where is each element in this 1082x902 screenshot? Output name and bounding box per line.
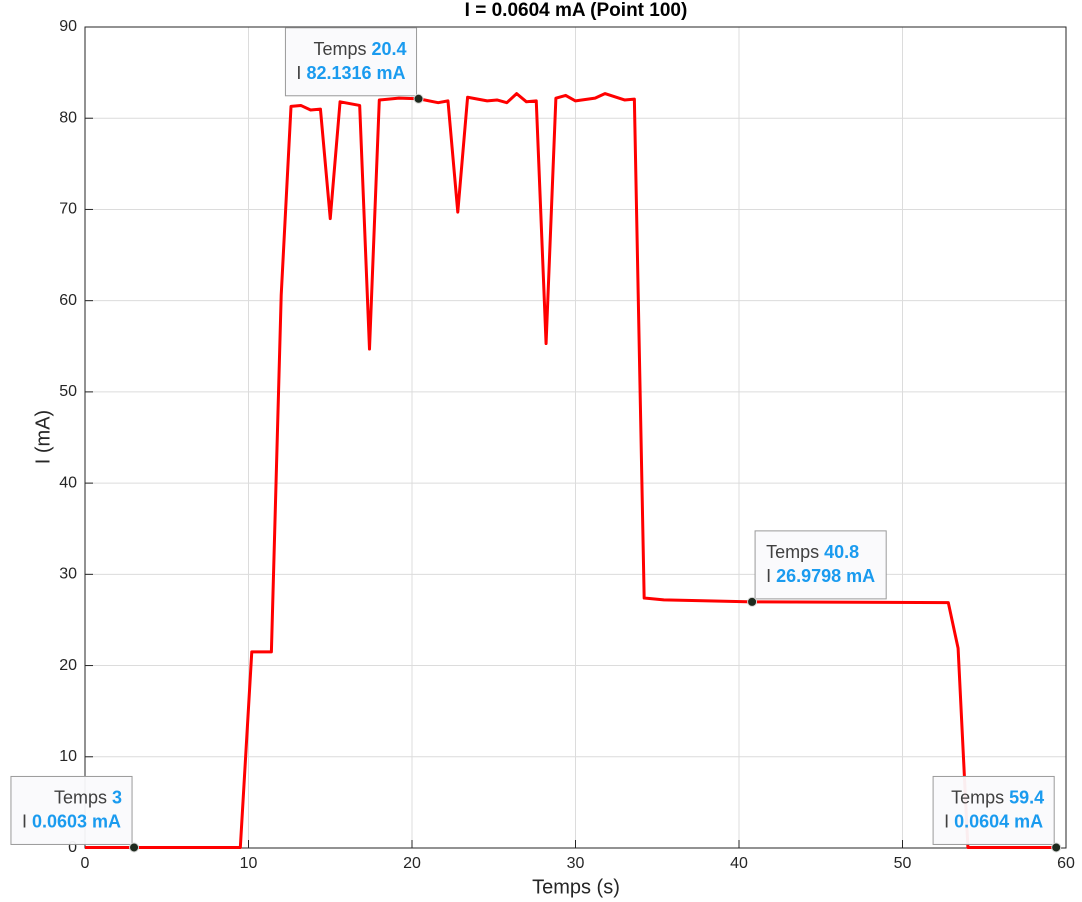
x-tick-label: 30 — [567, 855, 585, 872]
datatip-x-name: Temps — [54, 787, 107, 807]
datatip-y-value: 82.1316 mA — [306, 63, 405, 83]
x-tick-label: 60 — [1057, 855, 1075, 872]
x-tick-label: 50 — [894, 855, 912, 872]
datatip-y-value: 0.0604 mA — [954, 811, 1043, 831]
y-tick-label: 50 — [59, 383, 77, 400]
datatip-box — [932, 775, 1055, 845]
datatip-x-value: 20.4 — [371, 39, 406, 59]
datatip: Temps 3 I 0.0603 mA — [10, 775, 133, 845]
y-tick-label: 30 — [59, 566, 77, 583]
datatip-box — [284, 27, 418, 97]
x-axis-label: Temps (s) — [532, 876, 620, 898]
datatip-box — [10, 775, 133, 845]
datatip: Temps 59.4I 0.0604 mA — [932, 775, 1055, 845]
datatip-x: Temps 40.8 — [766, 542, 859, 562]
datatip-y-name: I — [296, 63, 301, 83]
x-tick-label: 40 — [730, 855, 748, 872]
datatip-x-value: 59.4 — [1009, 787, 1044, 807]
datatip-y-name: I — [22, 811, 27, 831]
data-line — [85, 92, 1057, 849]
datatip-y: I 0.0604 mA — [944, 811, 1043, 831]
datatip-y-name: I — [766, 566, 771, 586]
datatip-x: Temps 59.4 — [951, 787, 1044, 807]
datatip-x-name: Temps — [766, 542, 819, 562]
datatip-y-name: I — [944, 811, 949, 831]
datatip-x: Temps 3 — [54, 787, 122, 807]
datatip-y-value: 26.9798 mA — [776, 566, 875, 586]
datatip-marker — [747, 596, 758, 607]
datatip-x-value: 40.8 — [824, 542, 859, 562]
y-tick-label: 60 — [59, 292, 77, 309]
y-tick-label: 10 — [59, 748, 77, 765]
datatip-x-name: Temps — [313, 39, 366, 59]
datatip-y-value: 0.0603 mA — [32, 811, 121, 831]
datatip-x-name: Temps — [951, 787, 1004, 807]
y-tick-label: 80 — [59, 109, 77, 126]
datatip-y: I 0.0603 mA — [22, 811, 121, 831]
datatip-y: I 26.9798 mA — [766, 566, 875, 586]
datatip-marker — [1051, 842, 1062, 853]
datatip: Temps 40.8 I 26.9798 mA — [754, 530, 887, 600]
datatip-marker — [413, 93, 424, 104]
x-tick-label: 0 — [81, 855, 90, 872]
y-tick-label: 20 — [59, 657, 77, 674]
y-tick-label: 90 — [59, 18, 77, 35]
x-tick-label: 20 — [403, 855, 421, 872]
y-tick-label: 70 — [59, 201, 77, 218]
y-axis-label: I (mA) — [32, 410, 54, 464]
datatip-y: I 82.1316 mA — [296, 63, 405, 83]
grid — [84, 26, 1067, 849]
y-tick-label: 0 — [68, 839, 77, 856]
datatip-marker — [129, 842, 140, 853]
datatip-x-value: 3 — [112, 787, 122, 807]
datatip: Temps 20.4 I 82.1316 mA — [284, 27, 418, 97]
x-tick-label: 10 — [240, 855, 258, 872]
y-tick-label: 40 — [59, 474, 77, 491]
datatip-box — [754, 530, 887, 600]
datatip-x: Temps 20.4 — [313, 39, 406, 59]
chart-title: I = 0.0604 mA (Point 100) — [465, 0, 688, 21]
